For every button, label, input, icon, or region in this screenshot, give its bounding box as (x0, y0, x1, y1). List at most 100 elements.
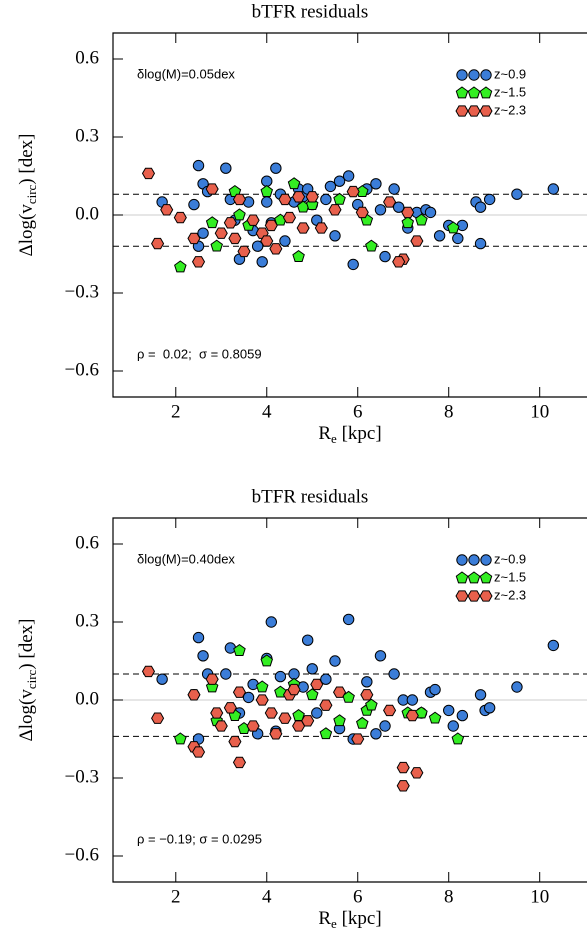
point (329, 655, 341, 667)
point (483, 193, 496, 206)
legend-entry: z~1.5 (455, 569, 526, 584)
point (342, 613, 355, 626)
point (447, 720, 459, 732)
x-axis-label-part: R (318, 908, 331, 929)
chart-title: bTFR residuals (252, 486, 369, 507)
point (314, 222, 328, 234)
legend-marker (455, 86, 469, 99)
point (451, 732, 465, 745)
point (547, 183, 560, 195)
point (269, 728, 283, 740)
legend-label: z~1.5 (494, 569, 526, 584)
panel: bTFR residuals −0.6 −0.3 0.0 0.3 0.6 2 4 6 8 10 Re … (16, 486, 587, 931)
point (292, 191, 306, 203)
point (246, 720, 260, 732)
y-axis-label-part: ) [dex] (16, 619, 37, 670)
panel: bTFR residuals −0.6 −0.3 0.0 0.3 0.6 2 4 6 8 10 Re … (16, 1, 587, 446)
point (160, 204, 174, 216)
point (333, 175, 346, 187)
point (260, 654, 274, 667)
point (197, 650, 209, 662)
point (223, 702, 237, 714)
point (220, 668, 232, 680)
legend-label: z~0.9 (494, 551, 526, 566)
y-axis-label-part: Δlog(v (16, 204, 37, 257)
legend-marker (467, 571, 481, 584)
legend-marker (456, 554, 468, 566)
point (205, 183, 219, 195)
point (483, 702, 496, 714)
x-axis-label-part: [kpc] (337, 423, 382, 444)
point (188, 198, 200, 211)
point (446, 221, 460, 234)
point (192, 159, 205, 172)
legend-marker (479, 571, 493, 584)
point (428, 711, 442, 724)
point (205, 216, 219, 229)
point (365, 239, 378, 252)
point (342, 170, 355, 182)
point (365, 698, 378, 711)
y-axis-label-part: ) [dex] (16, 134, 37, 185)
point (320, 673, 332, 685)
legend-label: z~2.3 (494, 587, 526, 602)
point (156, 673, 168, 685)
point (173, 211, 187, 224)
x-tick-label: 10 (530, 886, 549, 907)
point (547, 639, 560, 652)
point (251, 240, 264, 252)
point (279, 235, 291, 247)
x-axis-label-part: [kpc] (337, 908, 382, 929)
x-tick-label: 6 (353, 886, 363, 907)
point (278, 712, 292, 724)
point (474, 237, 487, 250)
point (261, 196, 273, 208)
point (319, 699, 333, 711)
point (287, 177, 301, 190)
point (351, 733, 365, 745)
point (379, 250, 391, 263)
point (228, 735, 242, 748)
legend-marker (455, 105, 469, 117)
point (328, 204, 342, 216)
point (174, 260, 187, 273)
annotation: ρ = 0.02; σ = 0.8059 (137, 346, 262, 361)
x-axis-label-part: R (318, 423, 331, 444)
point (415, 213, 428, 226)
x-tick-label: 8 (444, 886, 454, 907)
point (223, 217, 237, 229)
y-axis-label: Δlog(vcirc) [dex] (16, 134, 39, 257)
point (214, 720, 228, 732)
legend-marker (455, 571, 469, 584)
point (305, 688, 319, 701)
point (374, 650, 387, 662)
point (264, 707, 278, 719)
point (278, 193, 292, 206)
point (301, 634, 314, 646)
y-tick-label: −0.3 (65, 766, 99, 787)
point (187, 232, 201, 245)
chart-title: bTFR residuals (252, 1, 369, 22)
point (232, 686, 247, 698)
legend-marker (479, 105, 493, 117)
point (410, 235, 424, 247)
point (388, 183, 400, 195)
point (474, 689, 487, 701)
point (383, 196, 397, 208)
point (333, 714, 346, 727)
point (356, 716, 369, 729)
point (443, 704, 455, 717)
point (320, 193, 332, 206)
point (141, 665, 156, 678)
point (433, 230, 446, 242)
point (346, 185, 360, 198)
point (255, 694, 269, 706)
point (355, 206, 369, 219)
legend-marker (467, 105, 481, 117)
point (220, 162, 232, 174)
legend-marker (479, 590, 493, 602)
point (406, 694, 419, 706)
y-tick-label: 0.3 (75, 125, 99, 146)
point (429, 683, 441, 696)
